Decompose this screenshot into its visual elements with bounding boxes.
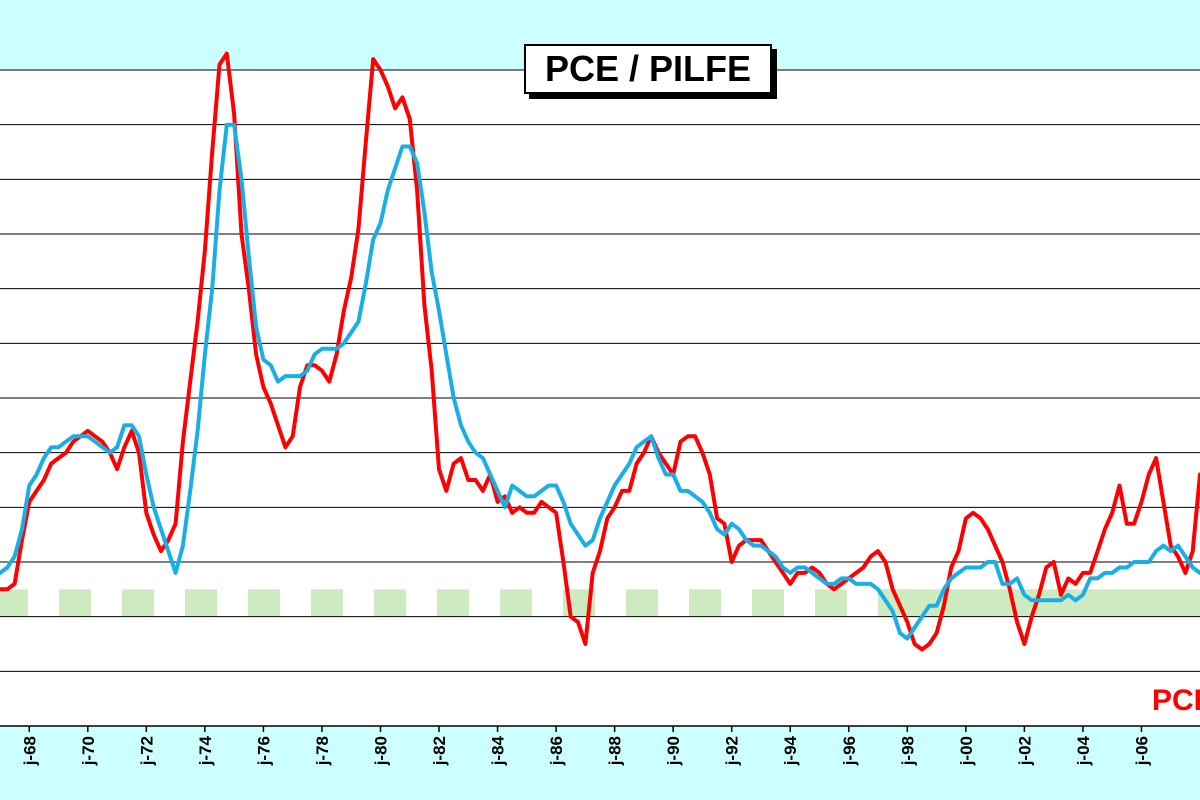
target-band-segment (122, 589, 154, 617)
target-band-segment (752, 589, 784, 617)
x-tick-label: j-86 (547, 736, 566, 766)
target-band-segment (0, 589, 28, 617)
x-tick-label: j-04 (1074, 735, 1093, 766)
x-tick-label: j-80 (371, 736, 390, 766)
x-tick-label: j-82 (430, 736, 449, 766)
target-band-segment (248, 589, 280, 617)
x-tick-label: j-88 (606, 736, 625, 766)
series-layer (0, 51, 1200, 652)
x-tick-label: j-78 (313, 736, 332, 766)
target-band-segment (59, 589, 91, 617)
target-band-segment (626, 589, 658, 617)
target-band (0, 589, 1200, 617)
x-tick-label: j-70 (79, 736, 98, 766)
target-band-segment (689, 589, 721, 617)
x-tick-label: j-72 (137, 736, 156, 766)
x-tick-label: j-06 (1132, 736, 1151, 766)
x-tick-label: j-94 (781, 735, 800, 766)
target-band-segment (815, 589, 847, 617)
series-label-pce: PCE (1152, 684, 1200, 717)
series-line-pilfe (0, 122, 1200, 641)
target-band-segment (500, 589, 532, 617)
x-tick-label: j-92 (723, 736, 742, 766)
x-tick-label: j-96 (840, 736, 859, 766)
x-tick-label: j-74 (196, 735, 215, 766)
x-axis-ticks: j-68 j-70 j-72 j-74 j-76 j-78 j-80 j-82 j-84 j-86… (20, 726, 1151, 766)
x-tick-label: j-68 (20, 736, 39, 766)
target-band-segment (437, 589, 469, 617)
chart-title: PCE / PILFE (524, 44, 772, 94)
target-band-segment (311, 589, 343, 617)
x-tick-label: j-84 (489, 735, 508, 766)
series-line-pce (0, 51, 1200, 652)
x-tick-label: j-90 (664, 736, 683, 766)
target-band-segment (185, 589, 217, 617)
x-tick-label: j-02 (1015, 736, 1034, 766)
x-tick-label: j-98 (898, 736, 917, 766)
x-tick-label: j-00 (957, 736, 976, 766)
target-band-segment (374, 589, 406, 617)
x-tick-label: j-76 (254, 736, 273, 766)
